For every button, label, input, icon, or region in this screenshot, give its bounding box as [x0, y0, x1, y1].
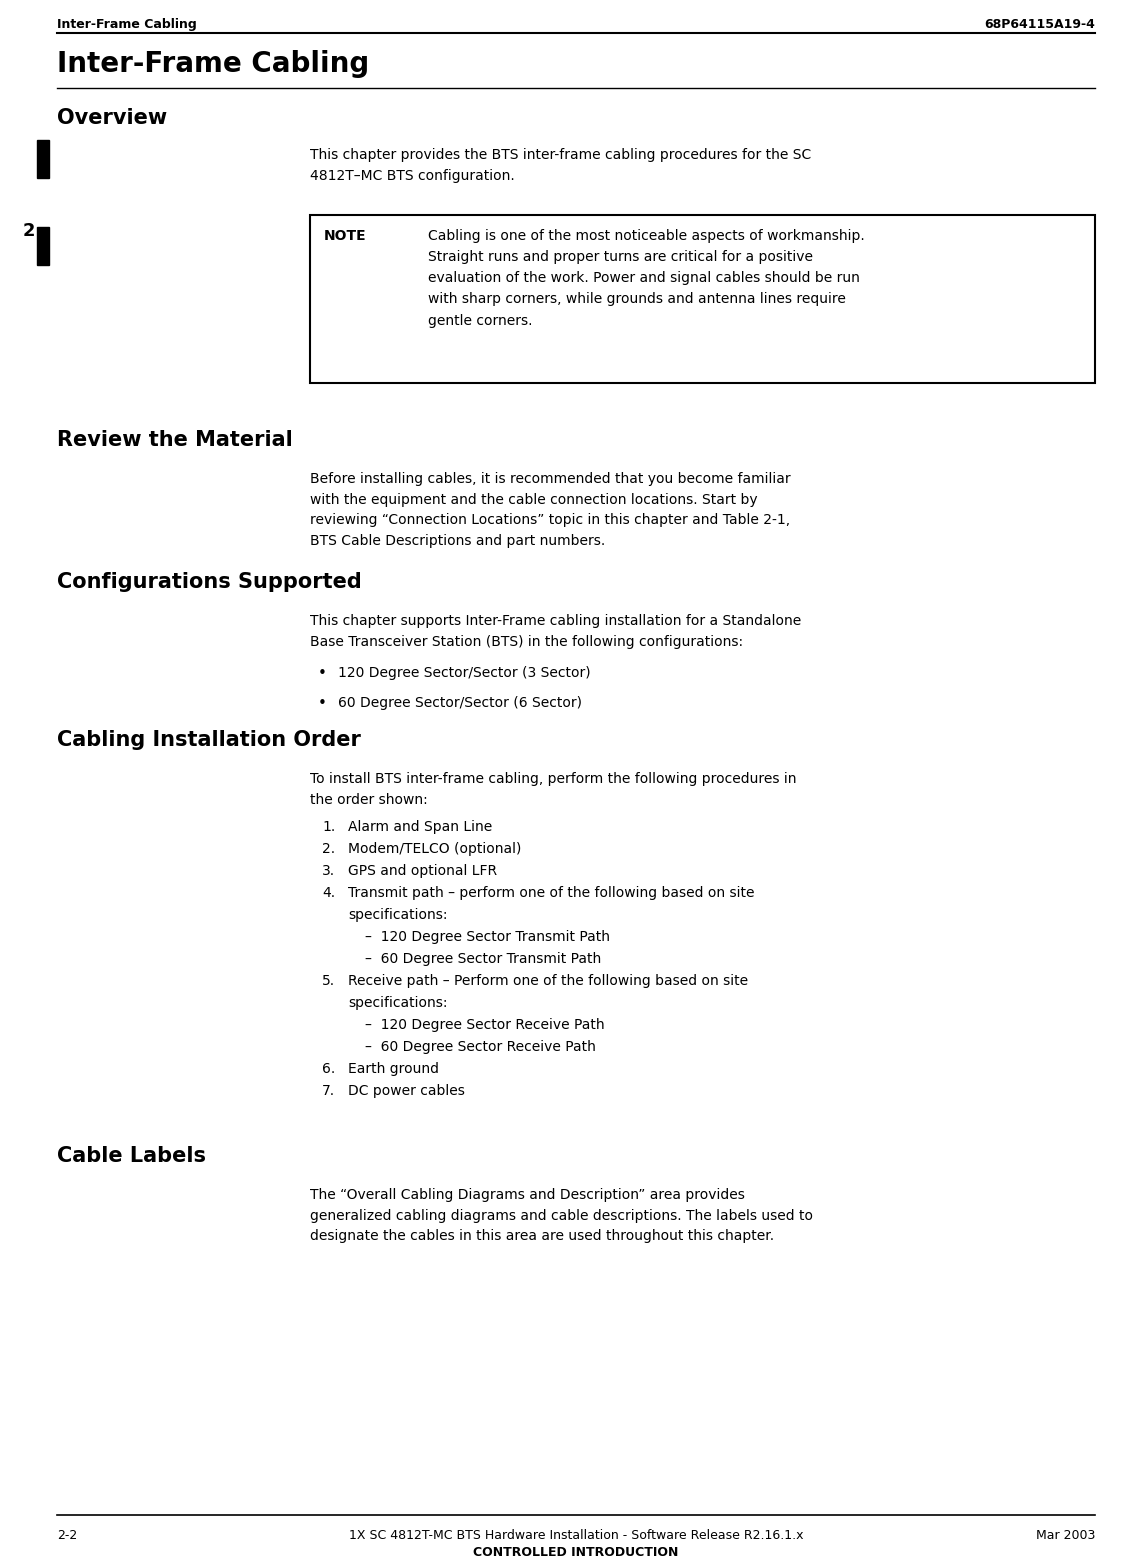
Text: GPS and optional LFR: GPS and optional LFR — [348, 864, 497, 878]
Bar — [310, 216, 1095, 383]
Text: –  120 Degree Sector Transmit Path: – 120 Degree Sector Transmit Path — [365, 930, 610, 944]
Text: Earth ground: Earth ground — [348, 1061, 439, 1075]
Text: Alarm and Span Line: Alarm and Span Line — [348, 821, 492, 835]
Text: Mar 2003: Mar 2003 — [1035, 1529, 1095, 1543]
Text: –  120 Degree Sector Receive Path: – 120 Degree Sector Receive Path — [365, 1018, 605, 1032]
Text: Cable Labels: Cable Labels — [57, 1146, 205, 1166]
Text: The “Overall Cabling Diagrams and Description” area provides
generalized cabling: The “Overall Cabling Diagrams and Descri… — [310, 1188, 813, 1243]
Text: 4.: 4. — [321, 886, 335, 900]
Text: 60 Degree Sector/Sector (6 Sector): 60 Degree Sector/Sector (6 Sector) — [338, 696, 582, 710]
Bar — [37, 141, 49, 178]
Text: 3.: 3. — [321, 864, 335, 878]
Text: Configurations Supported: Configurations Supported — [57, 572, 362, 592]
Bar — [37, 227, 49, 266]
Text: 1X SC 4812T-MC BTS Hardware Installation - Software Release R2.16.1.x: 1X SC 4812T-MC BTS Hardware Installation… — [349, 1529, 804, 1543]
Text: Transmit path – perform one of the following based on site: Transmit path – perform one of the follo… — [348, 886, 754, 900]
Text: Overview: Overview — [57, 108, 168, 128]
Text: This chapter supports Inter-Frame cabling installation for a Standalone
Base Tra: This chapter supports Inter-Frame cablin… — [310, 614, 801, 649]
Text: This chapter provides the BTS inter-frame cabling procedures for the SC
4812T–MC: This chapter provides the BTS inter-fram… — [310, 148, 812, 183]
Text: Receive path – Perform one of the following based on site: Receive path – Perform one of the follow… — [348, 974, 748, 988]
Text: –  60 Degree Sector Transmit Path: – 60 Degree Sector Transmit Path — [365, 952, 602, 966]
Text: specifications:: specifications: — [348, 908, 448, 922]
Text: •: • — [318, 666, 327, 681]
Text: –  60 Degree Sector Receive Path: – 60 Degree Sector Receive Path — [365, 1039, 596, 1053]
Text: 5.: 5. — [321, 974, 335, 988]
Text: 2.: 2. — [321, 842, 335, 857]
Text: 1.: 1. — [321, 821, 335, 835]
Text: 7.: 7. — [321, 1085, 335, 1097]
Text: Inter-Frame Cabling: Inter-Frame Cabling — [57, 19, 196, 31]
Text: Cabling is one of the most noticeable aspects of workmanship.
Straight runs and : Cabling is one of the most noticeable as… — [428, 230, 864, 328]
Text: 2: 2 — [23, 222, 34, 241]
Text: To install BTS inter-frame cabling, perform the following procedures in
the orde: To install BTS inter-frame cabling, perf… — [310, 772, 797, 807]
Text: Modem/TELCO (optional): Modem/TELCO (optional) — [348, 842, 521, 857]
Text: Before installing cables, it is recommended that you become familiar
with the eq: Before installing cables, it is recommen… — [310, 472, 791, 547]
Text: Review the Material: Review the Material — [57, 430, 293, 450]
Text: CONTROLLED INTRODUCTION: CONTROLLED INTRODUCTION — [473, 1546, 678, 1558]
Text: NOTE: NOTE — [324, 230, 366, 242]
Text: DC power cables: DC power cables — [348, 1085, 465, 1097]
Text: specifications:: specifications: — [348, 996, 448, 1010]
Text: 68P64115A19-4: 68P64115A19-4 — [984, 19, 1095, 31]
Text: •: • — [318, 696, 327, 711]
Text: 2-2: 2-2 — [57, 1529, 77, 1543]
Text: Cabling Installation Order: Cabling Installation Order — [57, 730, 360, 750]
Text: Inter-Frame Cabling: Inter-Frame Cabling — [57, 50, 370, 78]
Text: 120 Degree Sector/Sector (3 Sector): 120 Degree Sector/Sector (3 Sector) — [338, 666, 590, 680]
Text: 6.: 6. — [321, 1061, 335, 1075]
